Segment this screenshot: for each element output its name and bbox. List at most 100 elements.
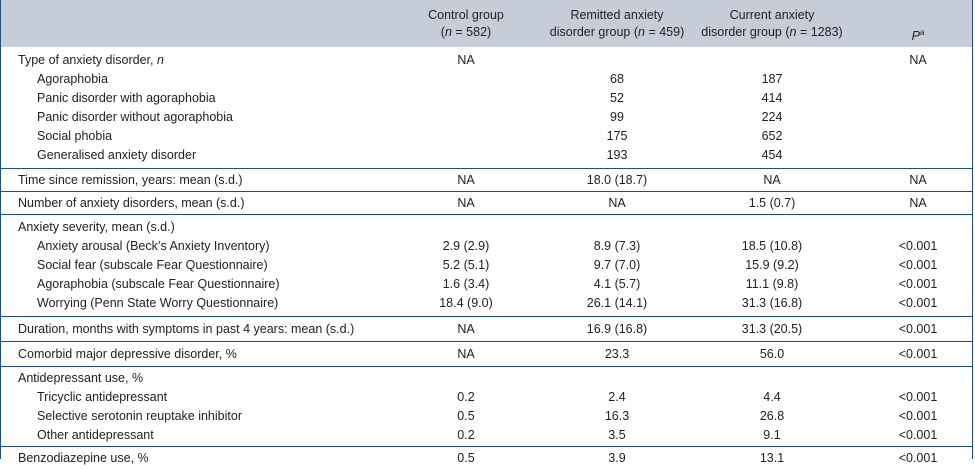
current-value: 187 [761,72,783,86]
control-value: NA [457,196,475,210]
row-label: Other antidepressant [37,428,154,442]
table-row: Agoraphobia 68 187 [1,70,972,89]
p-value: NA [909,196,927,210]
current-value: 414 [761,91,783,105]
remitted-value: 8.9 (7.3) [593,239,641,253]
current-value: 1.5 (0.7) [748,196,796,210]
p-value: <0.001 [898,277,938,291]
table-row: Comorbid major depressive disorder, % NA 2… [1,345,972,364]
row-label: Generalised anxiety disorder [37,148,197,162]
table-row: Tricyclic antidepressant 0.2 2.4 4.4 <0.001 [1,388,972,407]
row-label: Number of anxiety disorders, mean (s.d.) [18,196,245,210]
row-group: Comorbid major depressive disorder, % NA 2… [1,341,972,366]
remitted-value: 18.0 (18.7) [586,173,648,187]
table-header: Control group (n = 582) Remitted anxiety… [1,0,972,47]
header-line: (n = 582) [440,25,492,39]
row-group: Number of anxiety disorders, mean (s.d.)… [1,191,972,214]
remitted-value: 193 [606,148,628,162]
p-value: <0.001 [898,347,938,361]
p-value: <0.001 [898,409,938,423]
table-row: Duration, months with symptoms in past 4… [1,320,972,339]
row-label: Selective serotonin reuptake inhibitor [37,409,242,423]
control-value: 0.2 [457,390,475,404]
table-row: Type of anxiety disorder, n NA NA [1,51,972,70]
table-row: Panic disorder without agoraphobia 99 224 [1,108,972,127]
p-label: P [911,29,920,44]
p-value: <0.001 [898,239,938,253]
remitted-value: 52 [610,91,624,105]
row-label: Antidepressant use, % [18,371,144,385]
remitted-value: 2.4 [608,390,626,404]
p-value: <0.001 [898,390,938,404]
header-line: Control group [428,8,504,22]
table-row: Anxiety severity, mean (s.d.) [1,218,972,237]
control-value: 5.2 (5.1) [442,258,490,272]
table-row: Social fear (subscale Fear Questionnaire… [1,256,972,275]
table-row: Social phobia 175 652 [1,127,972,146]
current-value: 4.4 [763,390,781,404]
header-line: Current anxiety [729,8,815,22]
table-row: Anxiety arousal (Beck’s Anxiety Inventor… [1,237,972,256]
current-value: 26.8 [759,409,785,423]
current-value: 224 [761,110,783,124]
remitted-value: 26.1 (14.1) [586,296,648,310]
table-row: Time since remission, years: mean (s.d.)… [1,171,972,190]
row-label: Anxiety severity, mean (s.d.) [18,220,175,234]
table-row: Other antidepressant 0.2 3.5 9.1 <0.001 [1,426,972,445]
row-label: Worrying (Penn State Worry Questionnaire… [37,296,279,310]
remitted-value: 99 [610,110,624,124]
remitted-value: 16.9 (16.8) [586,322,648,336]
current-value: 15.9 (9.2) [745,258,799,272]
remitted-value: 23.3 [604,347,630,361]
p-value: NA [909,173,927,187]
row-label: Anxiety arousal (Beck’s Anxiety Inventor… [37,239,270,253]
row-group: Anxiety severity, mean (s.d.) Anxiety aro… [1,214,972,316]
header-remitted-group: Remitted anxiety disorder group (n = 459… [541,7,693,41]
row-label: Agoraphobia (subscale Fear Questionnaire… [37,277,280,291]
current-value: 652 [761,129,783,143]
remitted-value: 16.3 [604,409,630,423]
header-p-value: Pa [863,24,973,45]
row-group: Antidepressant use, % Tricyclic antidepre… [1,366,972,446]
control-value: NA [457,322,475,336]
current-value: 31.3 (20.5) [741,322,803,336]
p-value: <0.001 [898,296,938,310]
remitted-value: 3.5 [608,428,626,442]
row-label: Panic disorder with agoraphobia [37,91,216,105]
row-label: Social fear (subscale Fear Questionnaire… [37,258,268,272]
remitted-value: 9.7 (7.0) [593,258,641,272]
remitted-value: NA [608,196,626,210]
control-value: 2.9 (2.9) [442,239,490,253]
control-value: NA [457,53,475,67]
p-value: <0.001 [898,258,938,272]
row-label: Comorbid major depressive disorder, % [18,347,237,361]
header-current-group: Current anxiety disorder group (n = 1283… [694,7,850,41]
control-value: 0.5 [457,409,475,423]
control-value: NA [457,347,475,361]
row-group: Duration, months with symptoms in past 4… [1,316,972,341]
header-control-group: Control group (n = 582) [406,7,526,41]
row-label: Tricyclic antidepressant [37,390,168,404]
p-value: <0.001 [898,428,938,442]
row-group: Benzodiazepine use, % 0.5 3.9 13.1 <0.001 [1,446,972,469]
current-value: 454 [761,148,783,162]
control-value: NA [457,173,475,187]
table-row: Worrying (Penn State Worry Questionnaire… [1,294,972,313]
row-label: Agoraphobia [37,72,108,86]
current-value: 9.1 [763,428,781,442]
row-label: Social phobia [37,129,113,143]
header-line: disorder group (n = 1283) [701,25,843,39]
control-value: 1.6 (3.4) [442,277,490,291]
row-label: Type of anxiety disorder, n [18,53,164,67]
header-line: Remitted anxiety [570,8,664,22]
current-value: NA [763,173,781,187]
row-label: Duration, months with symptoms in past 4… [18,322,355,336]
remitted-value: 68 [610,72,624,86]
table-body: Type of anxiety disorder, n NA NA Agoraphob… [1,47,972,469]
table-row: Agoraphobia (subscale Fear Questionnaire… [1,275,972,294]
current-value: 18.5 (10.8) [741,239,803,253]
p-value: <0.001 [898,322,938,336]
control-value: 18.4 (9.0) [439,296,493,310]
current-value: 11.1 (9.8) [745,277,799,291]
